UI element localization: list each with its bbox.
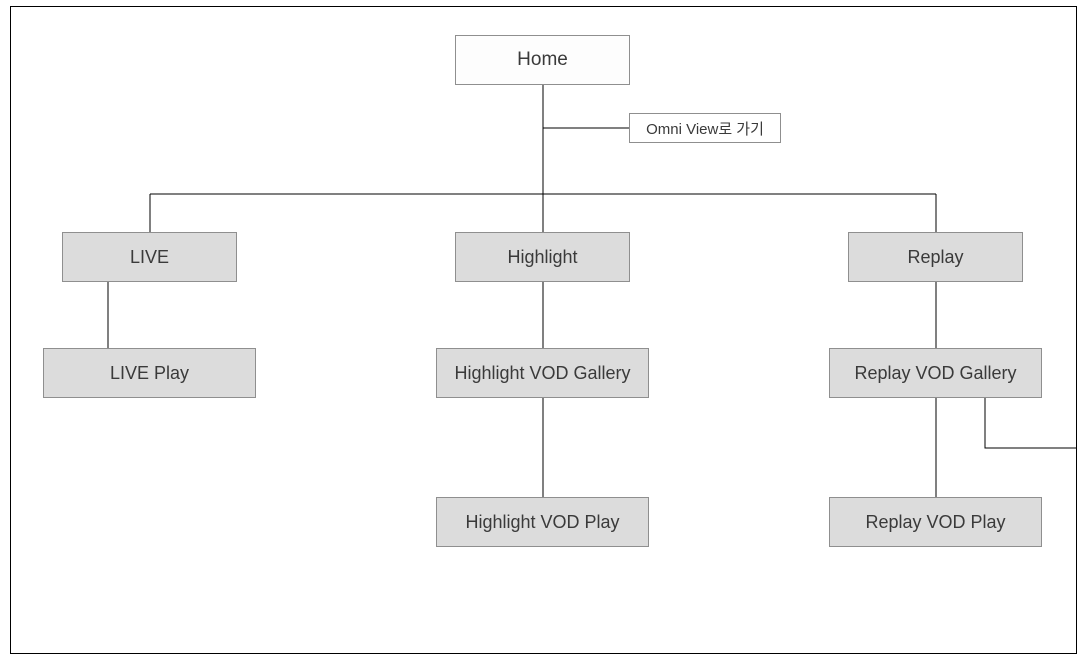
node-label: LIVE Play [110,363,189,384]
outer-frame [10,6,1077,654]
node-label: Replay [907,247,963,268]
node-label: Replay VOD Play [865,512,1005,533]
node-label: Highlight [507,247,577,268]
node-label: Omni View로 가기 [646,118,764,139]
node-hl_gallery: Highlight VOD Gallery [436,348,649,398]
node-hl_play: Highlight VOD Play [436,497,649,547]
node-label: Highlight VOD Play [465,512,619,533]
node-rp_play: Replay VOD Play [829,497,1042,547]
node-live: LIVE [62,232,237,282]
node-omni: Omni View로 가기 [629,113,781,143]
node-label: Replay VOD Gallery [854,363,1016,384]
node-highlight: Highlight [455,232,630,282]
node-live_play: LIVE Play [43,348,256,398]
node-label: Highlight VOD Gallery [454,363,630,384]
node-replay: Replay [848,232,1023,282]
node-home: Home [455,35,630,85]
node-rp_gallery: Replay VOD Gallery [829,348,1042,398]
node-label: Home [517,49,568,71]
node-label: LIVE [130,247,169,268]
